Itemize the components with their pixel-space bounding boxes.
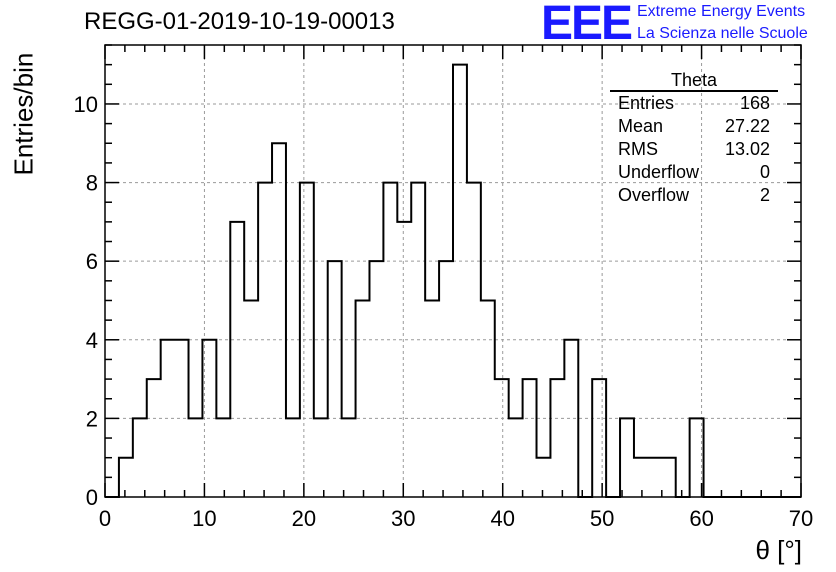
histogram-bin	[244, 300, 258, 497]
x-tick-label: 0	[99, 506, 111, 531]
histogram-bin	[175, 340, 189, 497]
eee-logo: EEE	[541, 0, 633, 50]
histogram-bin	[564, 340, 578, 497]
stats-label: Overflow	[618, 185, 690, 205]
histogram-bin	[133, 418, 147, 497]
stats-value: 0	[759, 162, 770, 182]
histogram-bin	[648, 458, 662, 497]
histogram-bin	[119, 458, 133, 497]
histogram-bin	[397, 222, 411, 497]
histogram-bin	[592, 379, 606, 497]
stats-value: 13.02	[724, 139, 770, 159]
histogram-bin	[662, 458, 676, 497]
histogram-bin	[523, 379, 537, 497]
plot-frame	[104, 44, 802, 498]
stats-value: 168	[739, 93, 770, 113]
stats-box: Theta Entries 168 Mean 27.22 RMS 13.02 U…	[610, 70, 778, 207]
histogram-bin	[216, 418, 230, 497]
stats-row-overflow: Overflow 2	[610, 184, 778, 207]
y-tick-label: 2	[86, 406, 98, 431]
histogram-bin	[620, 418, 634, 497]
histogram-bin	[537, 458, 551, 497]
histogram-bin	[495, 379, 509, 497]
histogram-bin	[634, 458, 648, 497]
y-tick-label: 6	[86, 249, 98, 274]
histogram-bin	[314, 418, 328, 497]
histogram-bin	[272, 143, 286, 497]
x-tick-label: 40	[490, 506, 514, 531]
x-tick-label: 70	[789, 506, 813, 531]
histogram-bin	[356, 300, 370, 497]
y-tick-label: 0	[86, 485, 98, 510]
histogram-bin	[550, 379, 564, 497]
x-tick-label: 20	[292, 506, 316, 531]
stats-title: Theta	[610, 70, 778, 92]
histogram-bin	[453, 65, 467, 497]
x-tick-label: 50	[590, 506, 614, 531]
histogram-bin	[286, 418, 300, 497]
histogram-bin	[230, 222, 244, 497]
x-tick-label: 30	[391, 506, 415, 531]
histogram-series	[105, 63, 801, 498]
y-tick-label: 10	[74, 92, 98, 117]
histogram-bin	[425, 300, 439, 497]
histogram-bin	[369, 261, 383, 497]
stats-row-underflow: Underflow 0	[610, 161, 778, 184]
histogram-bin	[328, 261, 342, 497]
logo-subtitle-line1: Extreme Energy Events	[637, 3, 806, 20]
histogram-bin	[147, 379, 161, 497]
histogram-bin	[439, 261, 453, 497]
histogram-bin	[481, 300, 495, 497]
chart-title: REGG-01-2019-10-19-00013	[84, 8, 395, 35]
y-tick-label: 8	[86, 171, 98, 196]
stats-value: 27.22	[724, 116, 770, 136]
stats-row-rms: RMS 13.02	[610, 138, 778, 161]
stats-label: RMS	[618, 139, 658, 159]
x-tick-label: 10	[192, 506, 216, 531]
y-axis-label: Entries/bin	[8, 52, 39, 176]
histogram-bin	[189, 418, 203, 497]
logo-subtitle-line2: La Scienza nelle Scuole	[637, 25, 808, 42]
stats-value: 2	[759, 185, 770, 205]
stats-label: Underflow	[618, 162, 700, 182]
stats-label: Entries	[618, 93, 675, 113]
stats-row-mean: Mean 27.22	[610, 115, 778, 138]
x-axis-label: θ [°]	[755, 535, 802, 565]
x-tick-label: 60	[689, 506, 713, 531]
stats-label: Mean	[618, 116, 664, 136]
stats-row-entries: Entries 168	[610, 92, 778, 115]
y-tick-label: 4	[86, 328, 98, 353]
histogram-bin	[342, 418, 356, 497]
histogram-bin	[509, 418, 523, 497]
